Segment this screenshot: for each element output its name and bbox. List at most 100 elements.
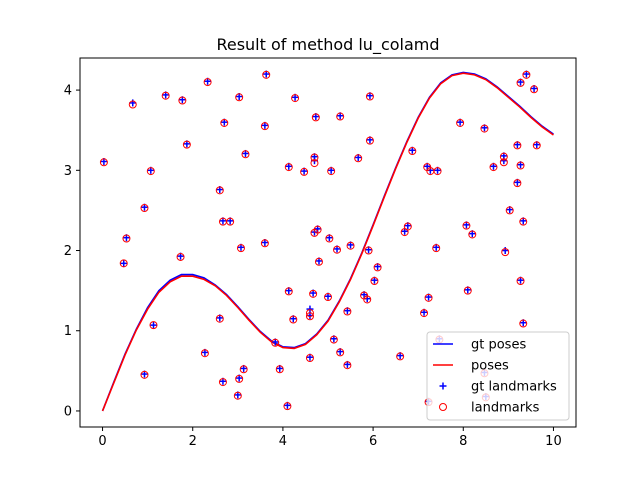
landmark-point — [203, 78, 212, 87]
landmark-point — [260, 122, 269, 131]
landmark-point — [501, 248, 510, 257]
landmark-point — [146, 167, 155, 176]
landmark-point — [519, 217, 528, 226]
landmark-point — [233, 391, 242, 400]
landmark-point — [516, 161, 525, 170]
x-tick-label: 0 — [98, 434, 106, 449]
landmark-point — [239, 365, 248, 374]
landmark-point — [462, 221, 471, 230]
landmark-point — [310, 153, 319, 162]
landmark-point — [365, 92, 374, 101]
landmark-point — [363, 295, 372, 304]
landmark-point — [275, 365, 284, 374]
landmark-point — [499, 152, 508, 161]
landmark-point — [499, 158, 508, 167]
landmark-point — [305, 312, 314, 321]
landmark-point — [99, 158, 108, 167]
y-tick-label: 2 — [64, 244, 72, 259]
landmark-point — [530, 85, 539, 94]
legend-label-poses: poses — [471, 359, 509, 374]
series-lines — [101, 71, 554, 412]
landmark-point — [333, 245, 342, 254]
series-markers — [99, 70, 541, 411]
landmark-point — [218, 378, 227, 387]
chart-title: Result of method lu_colamd — [216, 35, 439, 55]
landmark-point — [236, 244, 245, 253]
landmark-point — [336, 348, 345, 357]
landmark-point — [522, 70, 531, 79]
x-tick-label: 4 — [279, 434, 287, 449]
landmark-point — [215, 314, 224, 323]
series-line-poses — [101, 72, 554, 412]
landmark-point — [396, 352, 405, 361]
landmark-point — [300, 167, 309, 176]
landmark-point — [119, 259, 128, 268]
landmark-point — [420, 309, 429, 318]
landmark-point — [149, 321, 158, 330]
landmark-point — [370, 277, 379, 286]
landmark-point — [311, 113, 320, 122]
gt-landmark-point — [120, 259, 128, 267]
legend-swatch-landmarks — [439, 403, 447, 411]
landmark-point — [468, 230, 477, 239]
landmark-point — [305, 354, 314, 363]
legend-box — [426, 331, 570, 421]
axes-frame — [79, 57, 577, 428]
landmark-point — [346, 241, 355, 250]
landmark-point — [176, 252, 185, 261]
landmark-point — [364, 246, 373, 255]
landmark-point — [325, 234, 334, 243]
landmark-point — [284, 163, 293, 172]
landmark-point — [373, 263, 382, 272]
y-tick-label: 4 — [64, 84, 72, 99]
landmark-point — [336, 112, 345, 121]
landmark-point — [226, 217, 235, 226]
axis-ticks: 0 2 4 6 8 10 0 1 2 3 4 — [64, 84, 562, 449]
landmark-point — [343, 307, 352, 316]
landmark-point — [284, 287, 293, 296]
landmark-point — [200, 349, 209, 358]
landmark-point — [314, 257, 323, 266]
landmark-point — [324, 293, 332, 302]
landmark-point — [433, 167, 442, 176]
landmark-point — [354, 154, 363, 163]
landmark-point — [271, 338, 280, 347]
legend-label-gt-poses: gt poses — [471, 338, 526, 353]
landmark-point — [403, 222, 412, 231]
landmark-point — [291, 94, 300, 103]
landmark-point — [305, 309, 314, 318]
landmark-point — [480, 124, 489, 133]
landmark-point — [329, 335, 338, 344]
landmark-point — [310, 159, 319, 168]
landmark-point — [516, 78, 525, 87]
landmark-point — [313, 225, 322, 234]
gt-landmark-point — [149, 321, 157, 329]
landmark-point — [215, 186, 224, 195]
landmark-point — [309, 289, 318, 298]
landmark-point — [343, 361, 352, 370]
landmark-point — [408, 147, 417, 156]
legend-label-landmarks: landmarks — [471, 401, 540, 416]
landmark-point — [513, 179, 522, 188]
landmark-point — [532, 141, 541, 150]
landmark-point — [513, 141, 522, 150]
y-tick-label: 3 — [64, 164, 72, 179]
x-tick-label: 8 — [459, 434, 467, 449]
landmark-point — [128, 100, 137, 109]
landmark-point — [161, 91, 170, 100]
x-tick-label: 6 — [369, 434, 377, 449]
landmark-point — [489, 163, 498, 172]
x-tick-label: 2 — [189, 434, 197, 449]
x-tick-label: 10 — [545, 434, 562, 449]
landmark-point — [140, 204, 149, 213]
landmark-point — [424, 293, 433, 302]
landmark-point — [182, 140, 191, 149]
landmark-point — [516, 277, 525, 286]
landmark-point — [432, 244, 441, 253]
gt-landmark-point — [306, 305, 314, 313]
landmark-point — [241, 150, 250, 159]
y-tick-label: 1 — [64, 324, 72, 339]
y-tick-label: 0 — [64, 404, 72, 419]
legend: gt poses poses gt landmarks landmarks — [426, 331, 570, 421]
